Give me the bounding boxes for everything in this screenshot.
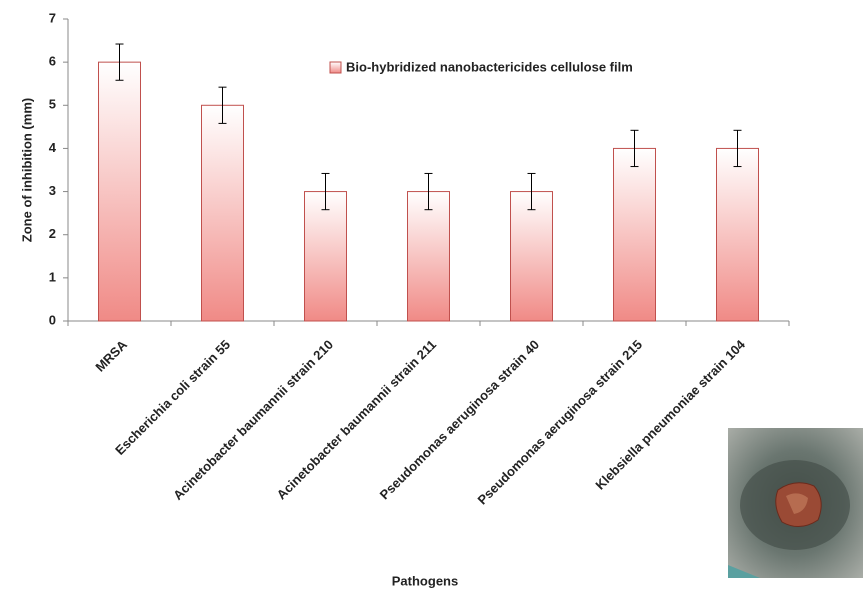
- x-tick-label: MRSA: [92, 337, 130, 375]
- y-tick-label: 7: [49, 10, 56, 25]
- bar: [304, 191, 347, 322]
- bar: [510, 191, 553, 322]
- bar: [98, 61, 141, 322]
- y-tick-label: 4: [49, 140, 57, 155]
- y-tick-label: 6: [49, 54, 56, 69]
- bar: [201, 104, 244, 322]
- y-tick-label: 0: [49, 312, 56, 327]
- x-tick-label: Pseudomonas aeruginosa strain 40: [377, 337, 542, 502]
- y-tick-label: 3: [49, 183, 56, 198]
- bar: [407, 191, 450, 322]
- x-tick-label: Escherichia coli strain 55: [112, 337, 233, 458]
- x-tick-label: Acinetobacter baumannii strain 211: [274, 337, 439, 502]
- legend-swatch: [329, 61, 342, 74]
- y-tick-label: 5: [49, 97, 56, 112]
- x-tick-label: Acinetobacter baumannii strain 210: [170, 337, 336, 503]
- y-tick-label: 2: [49, 226, 56, 241]
- photo-inset: [728, 428, 863, 578]
- x-tick-label: Pseudomonas aeruginosa strain 215: [475, 337, 646, 508]
- bar: [716, 147, 759, 322]
- y-tick-label: 1: [49, 269, 56, 284]
- x-axis-title: Pathogens: [392, 573, 458, 588]
- y-axis-title: Zone of inhibition (mm): [19, 98, 34, 242]
- bar: [613, 147, 656, 322]
- legend-label: Bio-hybridized nanobactericides cellulos…: [346, 59, 633, 74]
